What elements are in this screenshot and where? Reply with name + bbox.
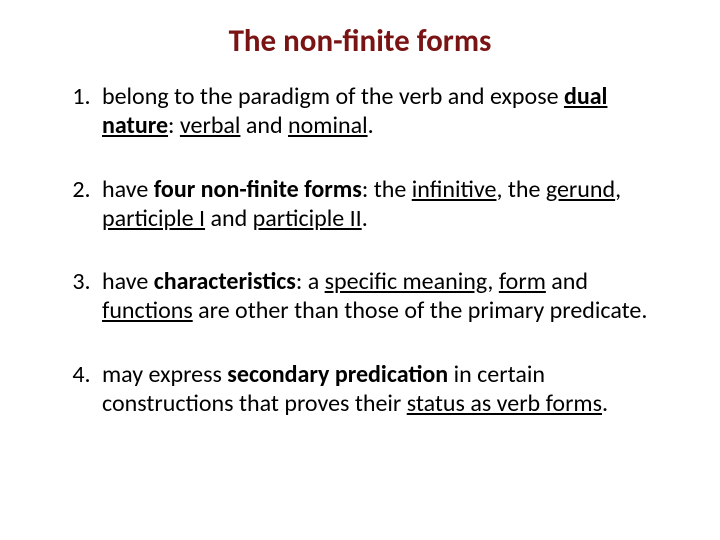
text: and [240,111,288,140]
emph-gerund: gerund [546,175,615,204]
emph-four-forms: four non-finite forms [154,175,362,204]
emph-infinitive: infinitive [412,175,497,204]
emph-secondary-predication: secondary predication [227,360,448,389]
text: : the [362,175,412,204]
emph-status-verb-forms: status as verb forms [407,389,602,418]
emph-nominal: nominal [288,111,368,140]
emph-functions: functions [102,296,193,325]
text: and [205,204,253,233]
emph-specific-meaning: specific meaning [325,267,488,296]
text: and [546,267,588,296]
emph-characteristics: characteristics [154,267,296,296]
text: , [615,175,621,204]
text: , [487,267,498,296]
emph-form: form [499,267,546,296]
slide-title: The non-finite forms [40,22,680,60]
point-1: belong to the paradigm of the verb and e… [96,82,680,141]
text: . [368,111,374,140]
text: have [102,175,154,204]
emph-participle-2: participle II [253,204,362,233]
slide: The non-finite forms belong to the parad… [0,0,720,540]
points-list: belong to the paradigm of the verb and e… [40,82,680,418]
text: . [362,204,368,233]
text: belong to the paradigm of the verb and e… [102,82,564,111]
emph-verbal: verbal [180,111,241,140]
text: , the [496,175,545,204]
point-3: have characteristics: a specific meaning… [96,267,680,326]
text: : a [296,267,325,296]
text: have [102,267,154,296]
point-4: may express secondary predication in cer… [96,360,680,419]
text: : [168,111,180,140]
text: are other than those of the primary pred… [193,296,648,325]
text: may express [102,360,227,389]
text: . [602,389,608,418]
point-2: have four non-finite forms: the infiniti… [96,175,680,234]
emph-participle-1: participle I [102,204,205,233]
